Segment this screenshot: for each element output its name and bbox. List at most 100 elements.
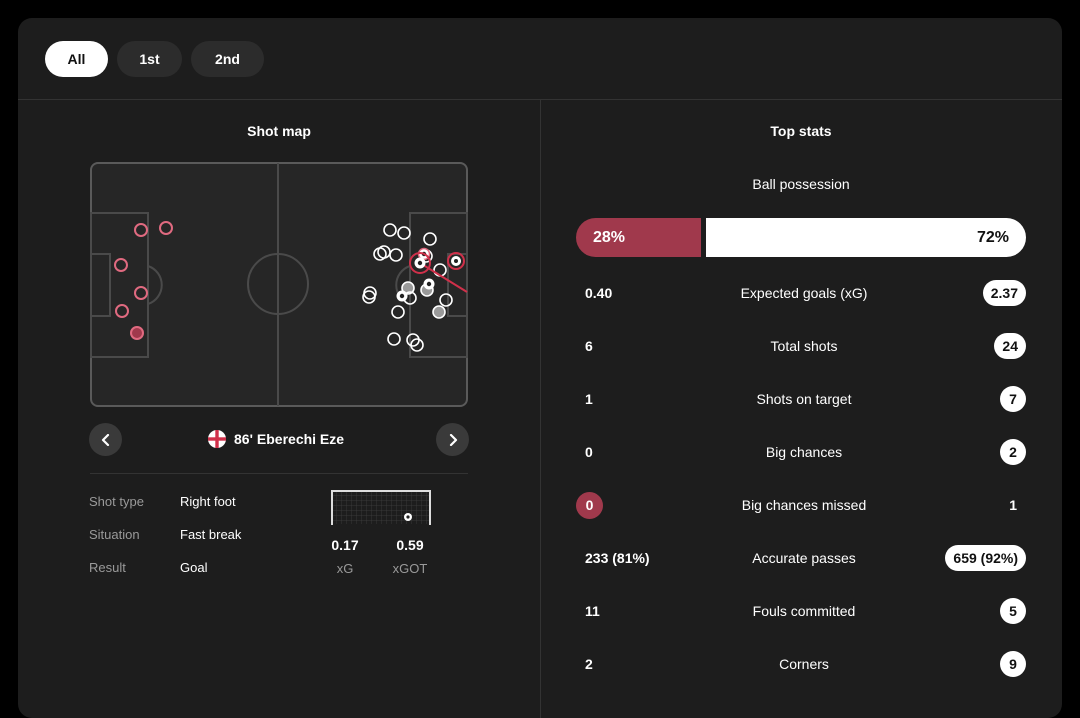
header-divider bbox=[18, 99, 1062, 100]
goal-shot-marker[interactable] bbox=[396, 290, 408, 302]
stat-name: Shots on target bbox=[756, 391, 852, 407]
shot-marker[interactable] bbox=[439, 293, 453, 307]
shot-marker[interactable] bbox=[391, 305, 405, 319]
stat-away-value: 2.37 bbox=[982, 278, 1026, 308]
shot-marker[interactable] bbox=[134, 286, 148, 300]
xgot-value: 0.59 bbox=[396, 537, 424, 553]
selected-shot[interactable] bbox=[409, 252, 468, 293]
next-shot-button[interactable] bbox=[436, 423, 469, 456]
xg-label: xG bbox=[336, 561, 354, 576]
stat-away-value: 2 bbox=[1000, 437, 1026, 467]
stat-away-value: 9 bbox=[1000, 649, 1026, 679]
stat-away-value: 1 bbox=[1009, 490, 1026, 520]
situation-value: Fast break bbox=[180, 527, 242, 542]
match-stats-card: All 1st 2nd Shot map bbox=[18, 18, 1062, 718]
stat-home-value: 11 bbox=[585, 596, 600, 626]
stat-away-value: 5 bbox=[1000, 596, 1026, 626]
shot-marker[interactable] bbox=[114, 258, 128, 272]
shot-marker[interactable] bbox=[397, 226, 411, 240]
situation-label: Situation bbox=[89, 527, 140, 542]
stat-row: 0 Big chances 2 bbox=[559, 437, 1049, 467]
stat-row: 2 Corners 9 bbox=[559, 649, 1049, 679]
shot-details-divider bbox=[90, 473, 468, 474]
ball-icon bbox=[404, 513, 412, 521]
shot-map-pitch[interactable] bbox=[90, 162, 468, 407]
stat-home-text: 0 bbox=[576, 491, 603, 519]
tab-2nd[interactable]: 2nd bbox=[191, 41, 264, 77]
selected-shot-player: 86' Eberechi Eze bbox=[208, 430, 344, 448]
stat-name: Accurate passes bbox=[752, 550, 856, 566]
possession-bar: 28% 72% bbox=[18, 218, 1062, 257]
chevron-left-icon bbox=[101, 433, 109, 446]
stat-away-text: 2 bbox=[1000, 439, 1026, 465]
shot-marker[interactable] bbox=[130, 326, 144, 340]
away-shots bbox=[362, 223, 453, 352]
shot-marker[interactable] bbox=[389, 248, 403, 262]
stat-name: Corners bbox=[779, 656, 829, 672]
stat-home-text: 11 bbox=[585, 603, 600, 619]
possession-label: Ball possession bbox=[752, 176, 850, 192]
possession-home: 28% bbox=[576, 218, 701, 257]
xg-value: 0.17 bbox=[331, 537, 359, 553]
stat-home-text: 6 bbox=[585, 338, 593, 354]
stat-home-text: 1 bbox=[585, 391, 593, 407]
stat-away-value: 7 bbox=[1000, 384, 1026, 414]
stat-name: Fouls committed bbox=[752, 603, 856, 619]
tab-1st[interactable]: 1st bbox=[117, 41, 182, 77]
result-value: Goal bbox=[180, 560, 208, 575]
shot-marker[interactable] bbox=[134, 223, 148, 237]
stat-home-value: 0 bbox=[576, 490, 603, 520]
goal-shot-marker[interactable] bbox=[423, 278, 435, 290]
stat-name: Big chances bbox=[765, 444, 843, 460]
stat-name: Expected goals (xG) bbox=[740, 285, 868, 301]
stat-home-value: 233 (81%) bbox=[585, 543, 650, 573]
result-label: Result bbox=[89, 560, 126, 575]
stat-home-value: 0 bbox=[585, 437, 593, 467]
shot-marker[interactable] bbox=[410, 338, 424, 352]
stat-home-text: 233 (81%) bbox=[585, 550, 650, 566]
home-shots bbox=[114, 221, 173, 340]
shot-map-title: Shot map bbox=[247, 123, 311, 139]
stat-home-value: 6 bbox=[585, 331, 593, 361]
stat-row: 0 Big chances missed 1 bbox=[559, 490, 1049, 520]
stat-name: Big chances missed bbox=[741, 497, 867, 513]
stat-name: Total shots bbox=[770, 338, 838, 354]
shot-minute: 86' bbox=[234, 431, 253, 447]
shot-marker[interactable] bbox=[383, 223, 397, 237]
stat-row: 0.40 Expected goals (xG) 2.37 bbox=[559, 278, 1049, 308]
stat-home-text: 0.40 bbox=[585, 285, 613, 301]
stat-row: 233 (81%) Accurate passes 659 (92%) bbox=[559, 543, 1049, 573]
shot-type-label: Shot type bbox=[89, 494, 144, 509]
stat-away-text: 24 bbox=[994, 333, 1026, 359]
xgot-label: xGOT bbox=[392, 561, 428, 576]
tab-all[interactable]: All bbox=[45, 41, 108, 77]
prev-shot-button[interactable] bbox=[89, 423, 122, 456]
stat-row: 11 Fouls committed 5 bbox=[559, 596, 1049, 626]
stat-row: 1 Shots on target 7 bbox=[559, 384, 1049, 414]
shot-marker[interactable] bbox=[432, 305, 446, 319]
stat-away-text: 9 bbox=[1000, 651, 1026, 677]
stat-away-text: 1 bbox=[1009, 497, 1017, 513]
stat-home-value: 0.40 bbox=[585, 278, 612, 308]
shot-marker[interactable] bbox=[362, 290, 376, 304]
stat-away-text: 659 (92%) bbox=[945, 545, 1026, 571]
stat-away-value: 24 bbox=[994, 331, 1026, 361]
stat-away-text: 7 bbox=[1000, 386, 1026, 412]
shot-type-value: Right foot bbox=[180, 494, 236, 509]
shot-marker[interactable] bbox=[115, 304, 129, 318]
shot-marker[interactable] bbox=[401, 281, 415, 295]
stat-home-text: 0 bbox=[585, 444, 593, 460]
top-stats-title: Top stats bbox=[770, 123, 832, 139]
shot-marker[interactable] bbox=[387, 332, 401, 346]
shot-marker[interactable] bbox=[423, 232, 437, 246]
stat-home-value: 2 bbox=[585, 649, 593, 679]
england-flag-icon bbox=[208, 430, 226, 448]
possession-away: 72% bbox=[706, 218, 1026, 257]
stat-row: 6 Total shots 24 bbox=[559, 331, 1049, 361]
column-divider bbox=[540, 100, 541, 718]
goal-frame-diagram bbox=[331, 490, 431, 525]
period-tabs: All 1st 2nd bbox=[45, 41, 264, 77]
stat-away-text: 5 bbox=[1000, 598, 1026, 624]
shot-marker[interactable] bbox=[159, 221, 173, 235]
stat-away-value: 659 (92%) bbox=[945, 543, 1026, 573]
